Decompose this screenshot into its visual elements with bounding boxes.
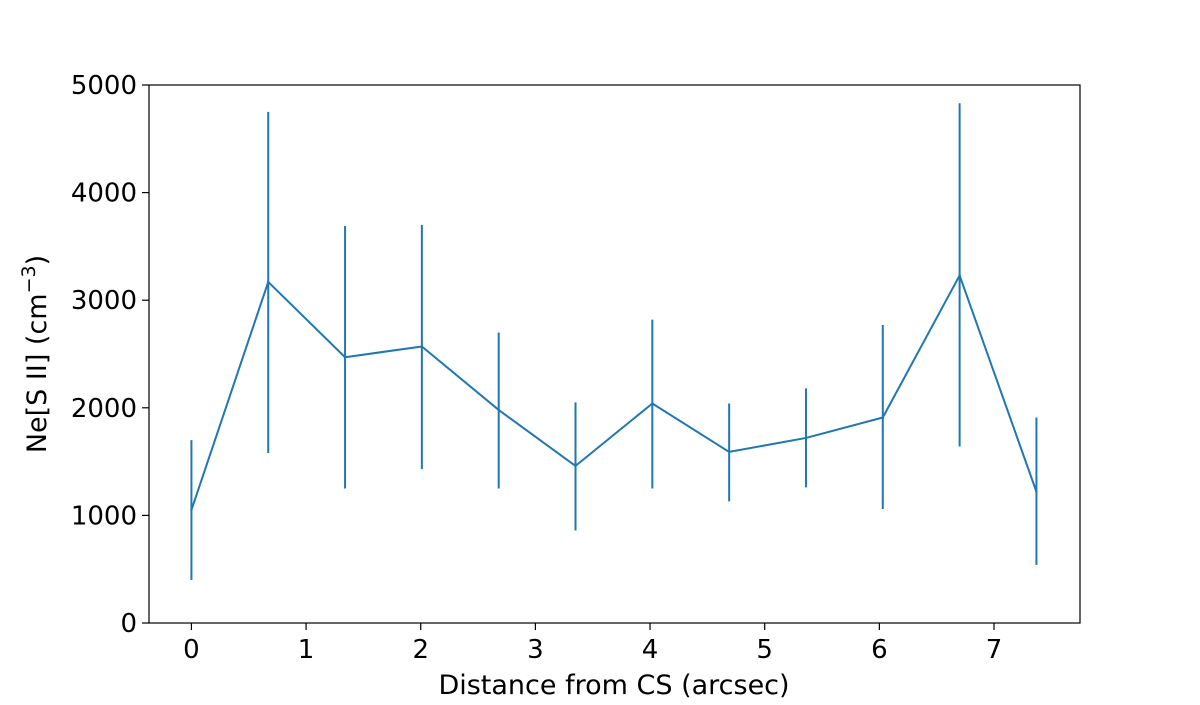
data-point [1035,490,1038,493]
data-point [804,436,808,440]
data-point [267,280,270,284]
x-tick-label: 6 [871,635,888,665]
data-point [727,450,731,454]
axes-layer: 0 1 2 3 4 5 6 7 0 1000 2000 3000 4000 5000 [71,71,1081,665]
y-axis-label-main: Ne[S II] (cm [22,293,53,453]
x-tick-label: 4 [642,635,659,665]
data-point [190,508,193,512]
y-axis-label: Ne[S II] (cm−3) [18,255,53,453]
data-point [651,402,654,405]
y-tick-label: 3000 [71,286,137,316]
data-point [958,274,961,277]
x-tick-label: 0 [183,635,200,665]
x-axis-label: Distance from CS (arcsec) [438,670,789,700]
plot-layer [190,103,1038,580]
data-point [497,408,500,412]
data-point [343,356,347,359]
y-tick-label: 5000 [71,71,137,101]
x-tick-label: 1 [298,635,315,665]
y-tick-label: 2000 [71,394,137,424]
series-line [190,274,1038,511]
data-point [881,416,884,419]
y-axis-label-close: ) [22,255,53,266]
data-point [420,345,424,348]
y-tick-label: 1000 [71,501,137,531]
x-tick-label: 7 [986,635,1003,665]
x-tick-label: 2 [412,635,429,665]
data-point [574,464,577,468]
x-tick-label: 5 [756,635,773,665]
y-tick-label: 4000 [71,179,137,209]
y-axis-label-exponent: −3 [18,265,40,293]
y-tick-label: 0 [120,609,137,639]
plot-frame [148,84,1081,624]
x-tick-label: 3 [527,635,544,665]
